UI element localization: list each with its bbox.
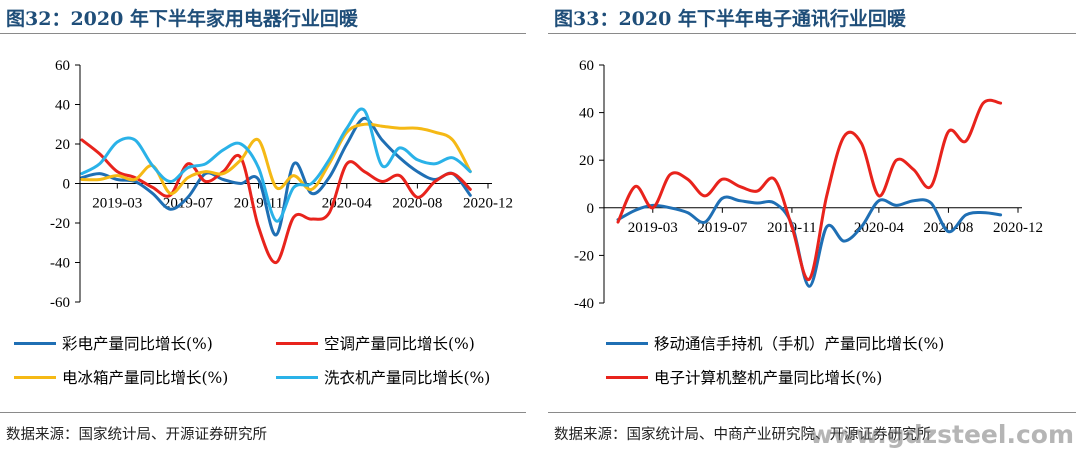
source-note: 数据来源：国家统计局、中商产业研究院、开源证券研究所 — [554, 427, 931, 443]
y-tick-label: -60 — [50, 295, 70, 311]
x-tick-label: 2020-12 — [463, 196, 513, 212]
y-tick-label: 20 — [55, 137, 70, 153]
x-tick-label: 2019-07 — [697, 220, 747, 236]
legend-item: 电冰箱产量同比增长(%) — [14, 366, 228, 388]
legend-label: 电子计算机整机产量同比增长(%) — [654, 369, 883, 387]
legend-swatch — [276, 375, 318, 379]
legend-label: 移动通信手持机（手机）产量同比增长(%) — [654, 335, 945, 353]
left-figure-panel: 图32：2020 年下半年家用电器行业回暖 -60 -40 -20 0 20 40 60 20… — [0, 0, 530, 451]
legend-item: 洗衣机产量同比增长(%) — [276, 366, 490, 388]
right-figure-panel: 图33：2020 年下半年电子通讯行业回暖 -40 -20 0 20 40 60 2019-… — [548, 0, 1080, 451]
y-tick-label: 0 — [63, 177, 71, 193]
legend-label: 彩电产量同比增长(%) — [62, 335, 213, 353]
y-tick-label: 40 — [55, 98, 70, 114]
y-tick-label: 60 — [579, 58, 594, 74]
title-divider — [548, 33, 1076, 34]
source-note: 数据来源：国家统计局、开源证券研究所 — [6, 427, 267, 443]
series-line-3 — [80, 107, 472, 223]
watermark: www.gdzsteel.com — [809, 420, 1074, 449]
legend-item: 空调产量同比增长(%) — [276, 332, 475, 354]
x-tick-label: 2020-04 — [854, 220, 904, 236]
legend-item: 移动通信手持机（手机）产量同比增长(%) — [606, 332, 944, 354]
legend-item: 电子计算机整机产量同比增长(%) — [606, 366, 882, 388]
title-divider — [0, 33, 526, 34]
y-tick-label: 20 — [579, 153, 594, 169]
source-divider — [0, 412, 526, 413]
legend-swatch — [14, 375, 56, 379]
legend-swatch — [606, 375, 648, 379]
legend-label: 洗衣机产量同比增长(%) — [324, 369, 491, 387]
legend-swatch — [606, 341, 648, 345]
y-tick-label: -40 — [574, 296, 594, 312]
x-tick-label: 2019-03 — [92, 196, 142, 212]
x-tick-label: 2020-04 — [322, 196, 372, 212]
x-tick-label: 2019-03 — [628, 220, 678, 236]
legend-label: 电冰箱产量同比增长(%) — [62, 369, 229, 387]
series-line-1 — [616, 98, 1003, 281]
legend-item: 彩电产量同比增长(%) — [14, 332, 213, 354]
y-tick-label: 0 — [587, 201, 595, 217]
x-tick-label: 2019-11 — [234, 196, 283, 212]
figure-title: 图33：2020 年下半年电子通讯行业回暖 — [554, 8, 906, 30]
x-tick-label: 2020-08 — [392, 196, 442, 212]
y-tick-label: -40 — [50, 256, 70, 272]
series-line-0 — [80, 116, 472, 237]
x-tick-label: 2020-08 — [923, 220, 973, 236]
y-tick-label: 40 — [579, 106, 594, 122]
legend-swatch — [276, 341, 318, 345]
series-line-1 — [80, 138, 472, 264]
legend-swatch — [14, 341, 56, 345]
figure-title: 图32：2020 年下半年家用电器行业回暖 — [6, 8, 358, 30]
series-line-2 — [80, 122, 472, 195]
legend-label: 空调产量同比增长(%) — [324, 335, 475, 353]
source-divider — [548, 412, 1076, 413]
y-tick-label: 60 — [55, 58, 70, 74]
y-tick-label: -20 — [574, 248, 594, 264]
series-line-0 — [616, 195, 1003, 288]
x-tick-label: 2020-12 — [993, 220, 1043, 236]
y-tick-label: -20 — [50, 216, 70, 232]
